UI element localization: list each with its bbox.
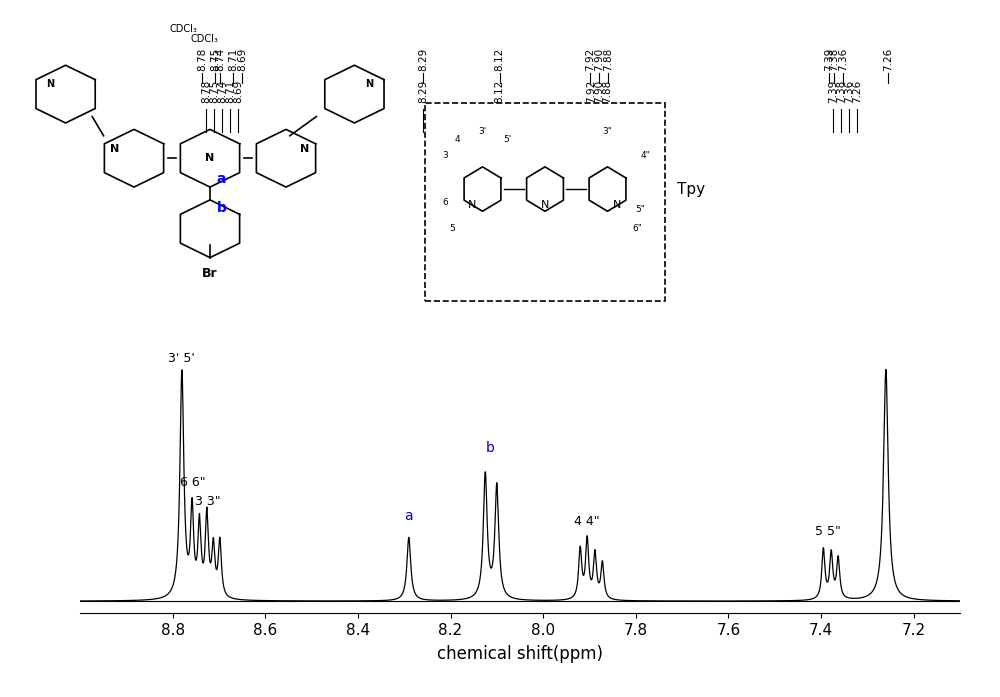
Text: a: a: [405, 509, 413, 523]
Text: 8.75: 8.75: [210, 48, 220, 71]
Text: CDCl₃: CDCl₃: [170, 24, 198, 34]
Text: N: N: [300, 144, 310, 153]
Text: 5": 5": [635, 206, 645, 215]
Text: 7.88: 7.88: [602, 79, 612, 103]
Text: 8.78: 8.78: [201, 79, 211, 103]
Text: 8.29: 8.29: [418, 79, 428, 103]
Text: 7.26: 7.26: [883, 48, 893, 71]
Text: 4: 4: [455, 135, 460, 144]
Text: N: N: [110, 144, 120, 153]
Text: CDCl₃: CDCl₃: [190, 34, 218, 45]
Text: 7.92: 7.92: [586, 79, 596, 103]
Text: 8.75: 8.75: [209, 79, 219, 103]
Text: 7.39: 7.39: [824, 48, 834, 71]
Text: N: N: [205, 153, 215, 163]
Text: 7.38: 7.38: [829, 48, 839, 71]
Text: 7.36: 7.36: [838, 48, 848, 71]
Text: 3: 3: [442, 151, 448, 160]
Text: 4": 4": [640, 151, 650, 160]
Text: 7.88: 7.88: [603, 48, 613, 71]
FancyBboxPatch shape: [425, 102, 665, 301]
Text: 7.92: 7.92: [585, 48, 595, 71]
Text: 3': 3': [478, 127, 487, 136]
Text: N: N: [46, 79, 54, 89]
Text: N: N: [366, 79, 374, 89]
Text: 7.36: 7.36: [844, 79, 854, 103]
Text: 7.38: 7.38: [836, 79, 846, 103]
Text: 5': 5': [503, 135, 512, 144]
Text: 5: 5: [450, 224, 455, 233]
Text: 4 4": 4 4": [574, 515, 600, 528]
Text: N: N: [468, 200, 477, 210]
Text: 8.78: 8.78: [197, 48, 207, 71]
Text: 8.69: 8.69: [237, 48, 247, 71]
Text: Tpy: Tpy: [677, 181, 706, 197]
Text: 7.90: 7.90: [594, 48, 604, 71]
Text: 8.74: 8.74: [217, 79, 227, 103]
Text: 6": 6": [633, 224, 642, 233]
Text: 7.90: 7.90: [594, 79, 604, 103]
Text: 8.29: 8.29: [418, 48, 428, 71]
Text: Br: Br: [202, 267, 218, 280]
Text: 6 6": 6 6": [180, 476, 206, 489]
Text: b: b: [485, 441, 494, 454]
Text: 8.12: 8.12: [495, 79, 505, 103]
Text: 8.74: 8.74: [215, 48, 225, 71]
Text: 7.39: 7.39: [828, 79, 838, 103]
Text: 3": 3": [603, 127, 612, 136]
Text: b: b: [216, 201, 226, 215]
Text: 8.71: 8.71: [228, 48, 238, 71]
Text: 8.69: 8.69: [233, 79, 243, 103]
Text: 8.12: 8.12: [495, 48, 505, 71]
Text: 6: 6: [442, 198, 448, 206]
Text: 8.71: 8.71: [225, 79, 235, 103]
Text: N: N: [541, 200, 549, 210]
Text: 7.26: 7.26: [852, 79, 862, 103]
Text: a: a: [217, 172, 226, 186]
Text: 3 3": 3 3": [195, 496, 221, 508]
Text: N: N: [613, 200, 622, 210]
Text: 3' 5': 3' 5': [168, 351, 195, 365]
Text: 5 5": 5 5": [815, 525, 841, 538]
X-axis label: chemical shift(ppm): chemical shift(ppm): [437, 645, 603, 663]
